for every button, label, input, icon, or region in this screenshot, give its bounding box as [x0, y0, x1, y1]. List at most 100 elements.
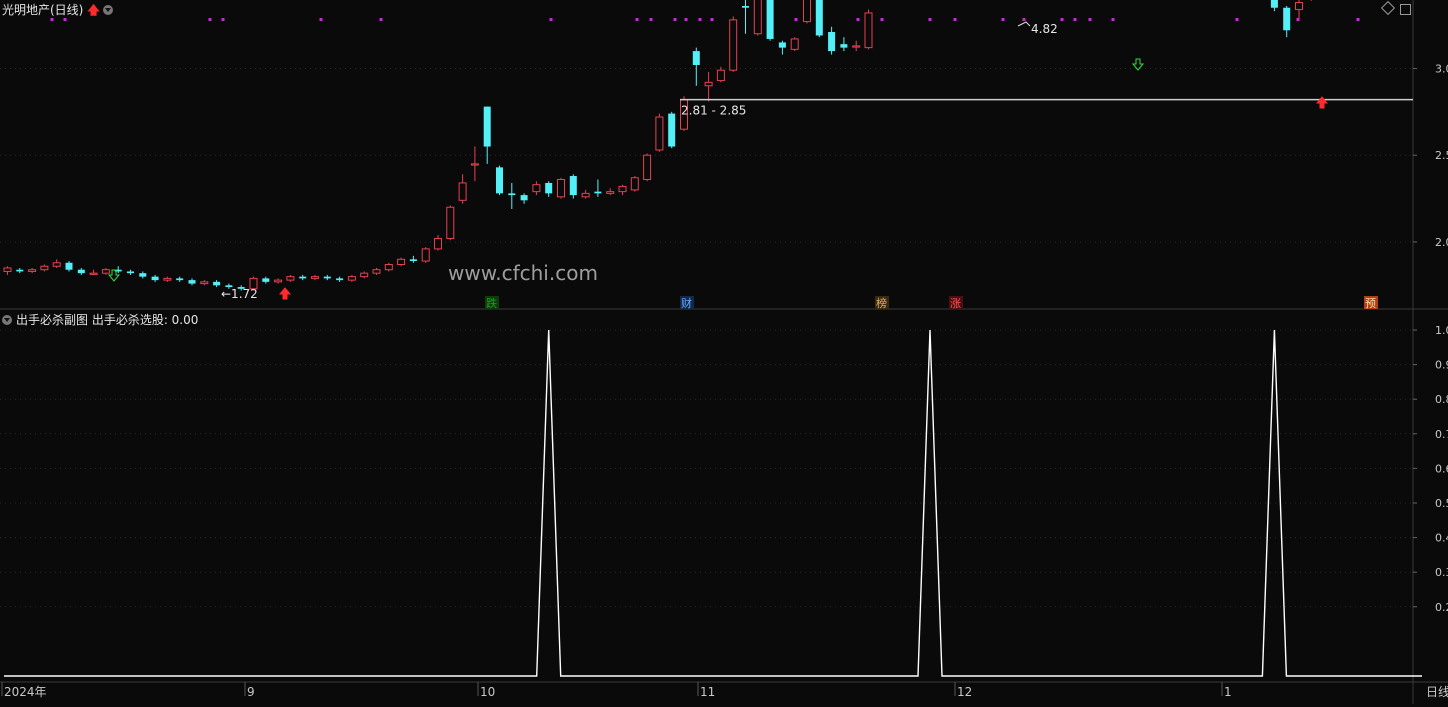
candle-body	[347, 276, 356, 281]
marker-dot	[1235, 18, 1239, 21]
marker-dot	[673, 18, 677, 21]
time-axis-label: 1	[1224, 685, 1232, 699]
buy-arrow-icon	[1315, 96, 1329, 109]
event-badge	[680, 296, 694, 309]
candle-body	[336, 278, 344, 281]
time-axis-label: 10	[480, 685, 495, 699]
candle-body	[3, 267, 12, 272]
candle-body	[594, 191, 602, 194]
candle-body	[778, 42, 786, 48]
candle-body	[299, 276, 307, 279]
candle-body	[1283, 7, 1291, 31]
candle-body	[716, 69, 725, 82]
candle-body	[311, 276, 319, 279]
event-badge	[949, 296, 963, 309]
marker-dot	[635, 18, 639, 21]
candle-body	[852, 45, 861, 48]
marker-dot	[698, 18, 702, 21]
candle-body	[815, 0, 823, 36]
candle-body	[1270, 0, 1278, 8]
watermark-text: www.cfchi.com	[448, 261, 598, 285]
candle-body	[360, 272, 369, 278]
candle-body	[28, 269, 37, 272]
marker-dot	[710, 18, 714, 21]
marker-dot	[1060, 18, 1064, 21]
high-label: 4.82	[1031, 22, 1058, 36]
candle-body	[520, 195, 528, 201]
candle-body	[803, 0, 811, 23]
candle-body	[213, 281, 221, 286]
candle-body	[262, 278, 270, 282]
candle-body	[483, 106, 491, 147]
candle-body	[114, 269, 122, 272]
candle-body	[470, 163, 479, 166]
candle-body	[40, 265, 49, 271]
candle-body	[274, 279, 283, 283]
range-label: 2.81 - 2.85	[681, 104, 746, 118]
candle-body	[188, 280, 196, 284]
candle-body	[766, 0, 774, 39]
chevron-down-icon[interactable]	[2, 315, 12, 325]
event-badge-label: 涨	[950, 297, 961, 310]
sell-arrow-icon	[107, 269, 121, 282]
candle-body	[828, 32, 836, 52]
high-pointer	[1017, 21, 1031, 27]
candle-body	[409, 259, 417, 262]
candle-body	[508, 193, 516, 196]
marker-dot	[319, 18, 323, 21]
marker-dot	[63, 18, 67, 21]
candle-body	[200, 281, 209, 285]
candle-body	[496, 167, 503, 194]
candle-body	[864, 12, 873, 49]
panel-square-icon[interactable]	[1400, 4, 1411, 15]
candle-body	[655, 116, 664, 151]
candle-body	[742, 5, 749, 8]
candle-body	[16, 269, 24, 272]
time-axis-label: 11	[700, 685, 715, 699]
marker-dot	[208, 18, 212, 21]
candle-body	[569, 176, 577, 196]
candle-body	[753, 0, 762, 35]
indicator-tick-label: 0.8	[1435, 393, 1448, 406]
candle-body	[163, 277, 172, 281]
indicator-tick-label: 0.2	[1435, 601, 1448, 614]
low-label: ←1.72	[221, 287, 258, 301]
candle-body	[421, 248, 430, 262]
price-tick-label: 2.0	[1435, 236, 1448, 249]
indicator-tick-label: 0.5	[1435, 497, 1448, 510]
candle-body	[729, 19, 738, 71]
indicator-tick-label: 0.4	[1435, 532, 1448, 545]
candle-body	[434, 237, 442, 250]
marker-dot	[856, 18, 860, 21]
candle-body	[581, 192, 590, 198]
candle-body	[458, 182, 467, 201]
event-badge	[485, 296, 499, 309]
marker-dot	[1111, 18, 1115, 21]
period-label: 日线	[1426, 685, 1448, 699]
marker-dot	[1001, 18, 1005, 21]
marker-dot	[1356, 18, 1360, 21]
marker-dot	[928, 18, 932, 21]
marker-dot	[549, 18, 553, 21]
candle-body	[618, 185, 627, 193]
event-badge-label: 预	[1365, 297, 1376, 310]
indicator-tick-label: 0.9	[1435, 359, 1448, 372]
event-badge-label: 榜	[876, 296, 887, 310]
marker-dot	[794, 18, 798, 21]
candle-body	[77, 269, 85, 274]
indicator-tick-label: 1.0	[1435, 324, 1448, 337]
chevron-down-icon[interactable]	[102, 5, 113, 15]
candle-body	[630, 177, 639, 191]
marker-dot	[1073, 18, 1077, 21]
time-axis-label: 9	[247, 685, 255, 699]
subchart-title-bar: 出手必杀副图 出手必杀选股: 0.00	[2, 311, 198, 328]
candle-body	[704, 81, 713, 87]
marker-dot	[1296, 18, 1300, 21]
candle-body	[249, 277, 258, 290]
event-badge-label: 财	[681, 296, 692, 310]
candle-body	[176, 278, 184, 281]
event-badge	[1364, 296, 1378, 309]
event-badge-label: 跌	[486, 296, 497, 310]
